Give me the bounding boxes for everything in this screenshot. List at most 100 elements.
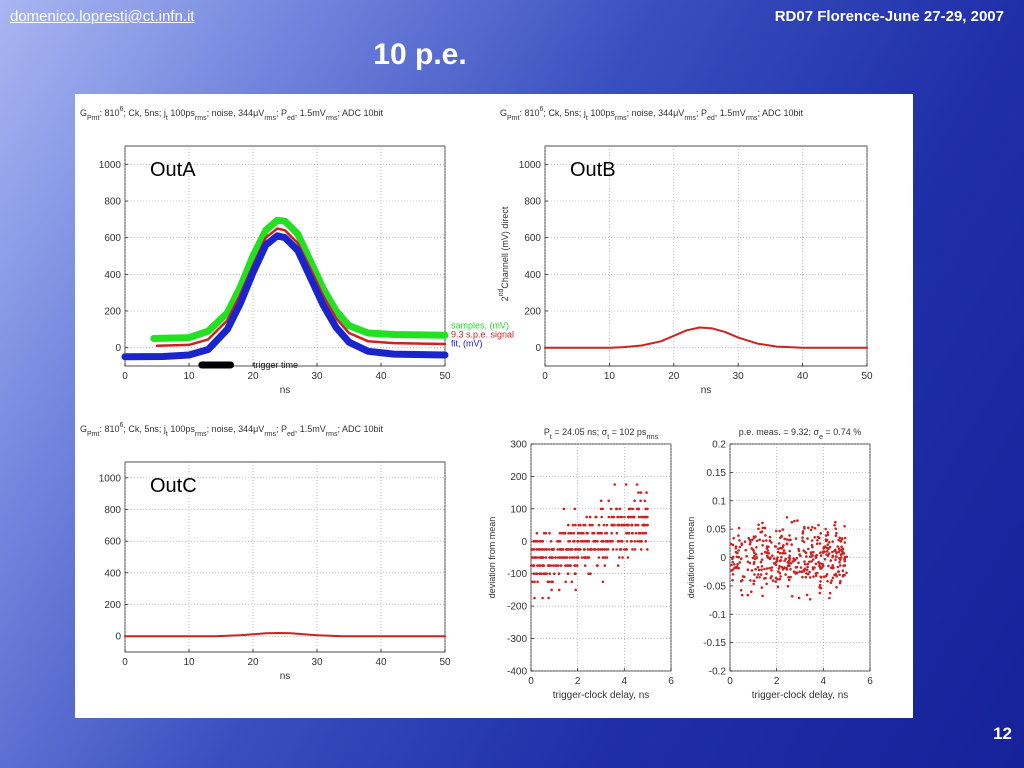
scatter-point (592, 540, 595, 543)
scatter-point (548, 572, 551, 575)
scatter-point (770, 575, 773, 578)
scatter-point (558, 548, 561, 551)
plot-header-part: , 1.5mV (295, 424, 326, 434)
scatter-point (787, 578, 791, 582)
scatter-point (763, 526, 767, 530)
scatter-point (753, 551, 756, 555)
scatter-point (636, 507, 640, 511)
scatter-point (618, 507, 622, 511)
scatter-point (601, 556, 605, 559)
scatter-point (818, 564, 821, 568)
y-axis-label: 2ndChannell (mV) direct (498, 206, 510, 301)
legend-entry: fit, (mV) (451, 338, 483, 348)
scatter-point (626, 523, 629, 527)
plot-header-part: : 810 (99, 108, 119, 118)
scatter-title-part: p.e. meas. = 9.32; σ (739, 427, 820, 437)
plot-header-part: t (166, 431, 168, 438)
scatter-point (633, 548, 637, 551)
scatter-point (602, 523, 606, 527)
scatter-point (771, 579, 775, 582)
x-tick-label: 0 (528, 676, 534, 687)
scatter-point (789, 538, 792, 541)
scatter-point (819, 562, 822, 565)
plot-header-text: GPmt: 8106; Ck, 5ns; jt 100psrms; noise,… (80, 106, 384, 122)
scatter-point (738, 545, 742, 549)
scatter-point (584, 556, 587, 559)
scatter-point (818, 583, 822, 587)
scatter-point (539, 572, 543, 575)
scatter-point (750, 569, 754, 572)
scatter-point (583, 564, 587, 567)
y-tick-label: -0.1 (709, 610, 727, 621)
scatter-point (619, 548, 623, 551)
scatter-point (785, 542, 789, 545)
scatter-point (783, 537, 786, 541)
y-tick-label: 0.2 (712, 440, 726, 451)
scatter-point (641, 531, 645, 535)
scatter-point (779, 575, 782, 578)
scatter-point (808, 560, 811, 564)
scatter-point (570, 580, 574, 584)
series-line (121, 232, 449, 361)
scatter-point (828, 596, 831, 600)
scatter-point (802, 549, 805, 552)
scatter-point (823, 557, 827, 561)
scatter-point (842, 573, 845, 577)
scatter-point (580, 556, 584, 559)
scatter-point (798, 553, 801, 556)
author-email[interactable]: domenico.lopresti@ct.infn.it (10, 8, 195, 25)
scatter-point (579, 540, 583, 543)
scatter-point (834, 558, 837, 561)
scatter-point (789, 575, 792, 579)
scatter-point (762, 539, 765, 543)
scatter-point (768, 539, 772, 542)
scatter-point (536, 556, 539, 559)
scatter-point (749, 579, 752, 582)
scatter-point (589, 523, 592, 527)
scatter-point (565, 556, 569, 559)
y-tick-label: 800 (104, 197, 121, 208)
scatter-point (587, 540, 591, 543)
scatter-point (775, 529, 778, 533)
scatter-point (811, 545, 814, 549)
scatter-point (769, 556, 772, 559)
scatter-point (755, 539, 759, 543)
scatter-point (623, 515, 626, 519)
x-tick-label: 20 (668, 371, 680, 382)
scatter-point (630, 540, 633, 543)
x-tick-label: 6 (867, 676, 873, 687)
scatter-point (600, 540, 604, 543)
scatter-point (576, 556, 580, 559)
scatter-point (837, 547, 841, 550)
scatter-point (737, 526, 741, 530)
scatter-point (637, 515, 641, 519)
scatter-point (836, 545, 839, 548)
scatter-point (748, 543, 752, 546)
plot-frame (544, 145, 868, 367)
scatter-point (801, 530, 805, 533)
scatter-point (752, 549, 755, 552)
scatter-point (574, 572, 577, 575)
scatter-point (828, 545, 832, 549)
scatter-point (780, 565, 784, 569)
scatter-point (733, 566, 737, 569)
scatter-point (758, 538, 761, 541)
scatter-point (634, 523, 638, 527)
y-tick-label: 1000 (519, 160, 542, 171)
scatter-point (575, 564, 579, 567)
plot-header-part: 100ps (168, 424, 196, 434)
y-tick-label: 600 (524, 233, 541, 244)
scatter-point (819, 580, 822, 583)
scatter-point (790, 595, 794, 598)
figure-svg: GPmt: 8106; Ck, 5ns; jt 100psrms; noise,… (80, 106, 873, 701)
scatter-point (535, 572, 539, 575)
scatter-point (625, 531, 628, 535)
scatter-point (764, 534, 767, 537)
scatter-point (538, 540, 541, 543)
scatter-point (615, 548, 618, 551)
scatter-point (544, 556, 548, 559)
y-tick-label: -200 (507, 602, 527, 613)
conference-label: RD07 Florence-June 27-29, 2007 (774, 8, 1004, 25)
scatter-point (623, 523, 626, 527)
scatter-point (825, 550, 829, 553)
